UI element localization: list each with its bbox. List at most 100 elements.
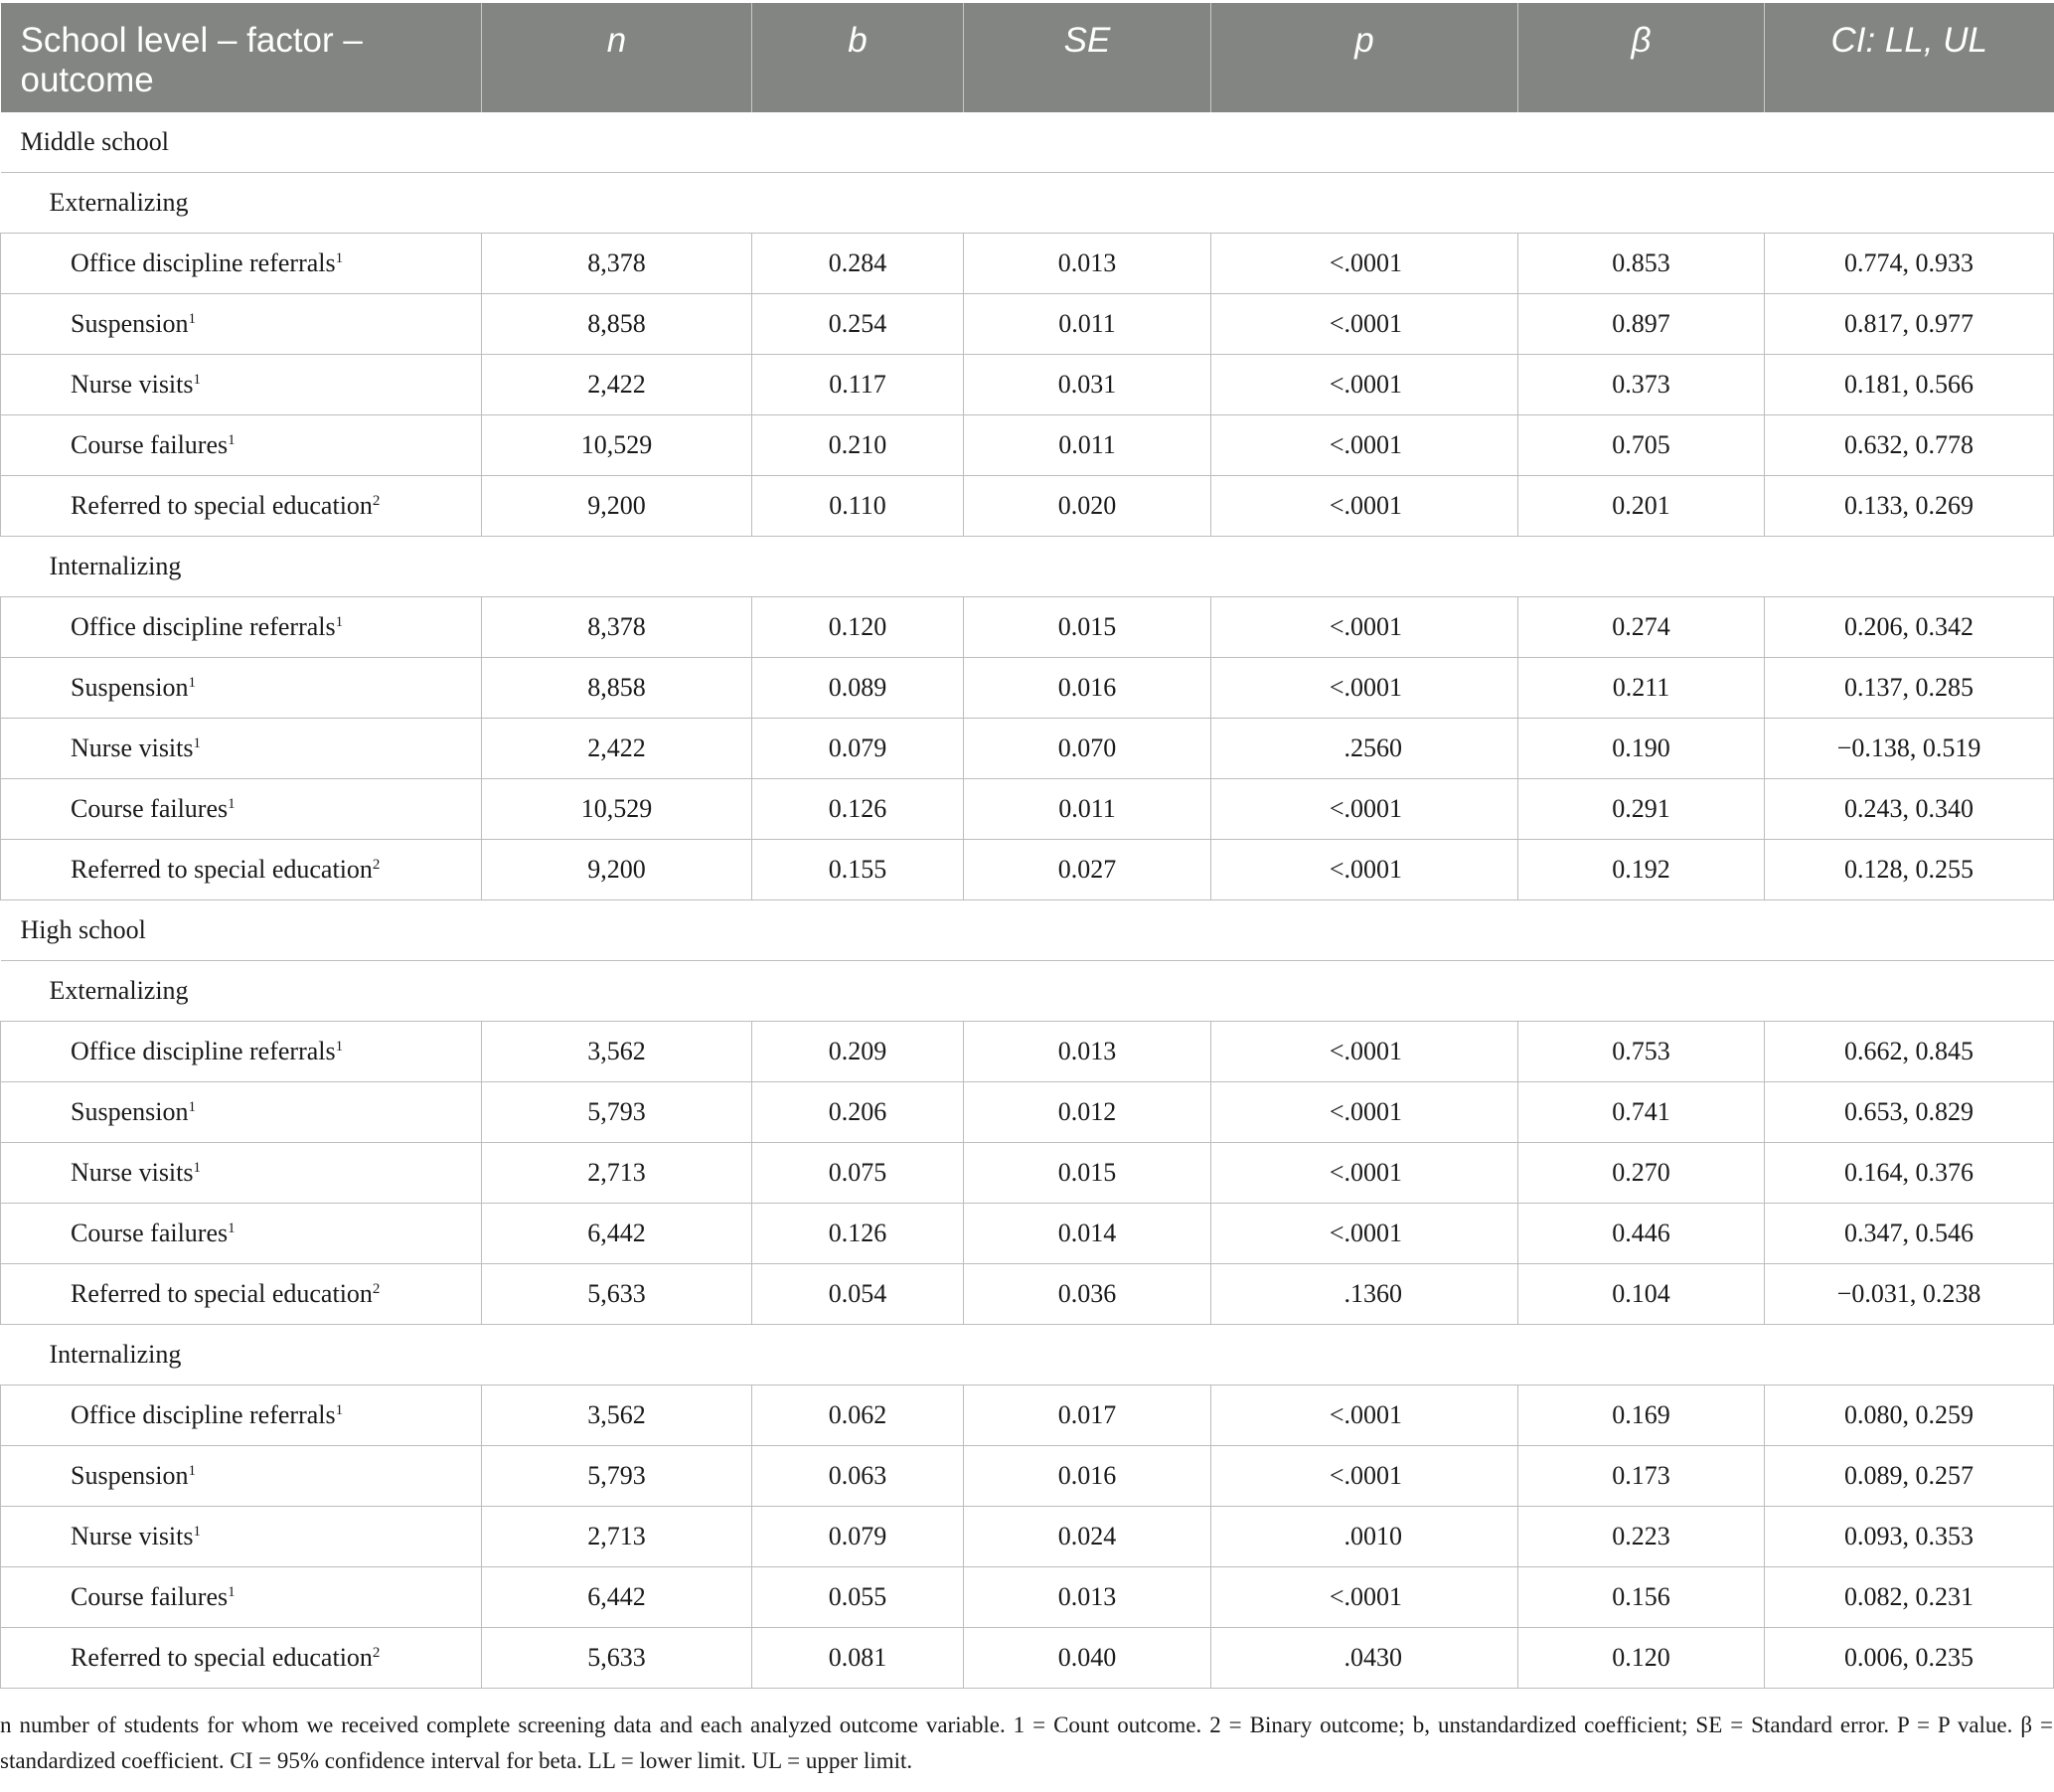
table-row: Office discipline referrals1 8,378 0.284 0.…	[0, 233, 2054, 294]
factor-row: Internalizing	[0, 1324, 2054, 1385]
beta-cell: 0.897	[1517, 293, 1765, 355]
outcome-cell: Office discipline referrals1	[0, 1021, 482, 1082]
table-row: Referred to special education2 5,633 0.081…	[0, 1627, 2054, 1689]
outcome-cell: Office discipline referrals1	[0, 1385, 482, 1446]
n-cell: 8,858	[481, 657, 752, 719]
outcome-type-marker: 1	[228, 432, 236, 448]
se-cell: 0.011	[963, 778, 1211, 840]
se-cell: 0.036	[963, 1263, 1211, 1325]
outcome-label: Office discipline referrals	[71, 612, 336, 641]
table-header: School level – factor – outcome n b SE p…	[0, 3, 2054, 112]
outcome-label: Course failures	[71, 1582, 229, 1611]
outcome-type-marker: 1	[193, 735, 202, 751]
ci-cell: 0.243, 0.340	[1764, 778, 2054, 840]
outcome-label: Suspension	[71, 1097, 189, 1126]
n-cell: 8,378	[481, 596, 752, 658]
ci-cell: 0.080, 0.259	[1764, 1385, 2054, 1446]
header-beta: β	[1517, 3, 1765, 112]
se-cell: 0.016	[963, 1445, 1211, 1507]
p-cell: <.0001	[1210, 1385, 1518, 1446]
header-row: School level – factor – outcome n b SE p…	[0, 3, 2054, 112]
p-cell: <.0001	[1210, 596, 1518, 658]
ci-cell: 0.632, 0.778	[1764, 414, 2054, 476]
ci-cell: 0.653, 0.829	[1764, 1081, 2054, 1143]
outcome-cell: Course failures1	[0, 414, 482, 476]
b-cell: 0.079	[751, 1506, 964, 1567]
b-cell: 0.284	[751, 233, 964, 294]
outcome-label: Course failures	[71, 794, 229, 823]
n-cell: 2,422	[481, 718, 752, 779]
b-cell: 0.209	[751, 1021, 964, 1082]
b-cell: 0.079	[751, 718, 964, 779]
p-cell: <.0001	[1210, 1142, 1518, 1204]
n-cell: 5,633	[481, 1627, 752, 1689]
b-cell: 0.089	[751, 657, 964, 719]
p-cell: <.0001	[1210, 475, 1518, 537]
ci-cell: −0.031, 0.238	[1764, 1263, 2054, 1325]
outcome-cell: Suspension1	[0, 293, 482, 355]
school-level-label: Middle school	[20, 127, 170, 156]
b-cell: 0.075	[751, 1142, 964, 1204]
p-cell: <.0001	[1210, 414, 1518, 476]
table-row: Course failures1 6,442 0.126 0.014 <.0001 0.4…	[0, 1203, 2054, 1264]
outcome-cell: Referred to special education2	[0, 1263, 482, 1325]
se-cell: 0.020	[963, 475, 1211, 537]
table-footnote: n number of students for whom we receive…	[0, 1708, 2053, 1779]
table-row: Suspension1 5,793 0.063 0.016 <.0001 0.173 0.0…	[0, 1445, 2054, 1507]
beta-cell: 0.169	[1517, 1385, 1765, 1446]
table-row: Course failures1 6,442 0.055 0.013 <.0001 0.1…	[0, 1566, 2054, 1628]
outcome-label: Course failures	[71, 1219, 229, 1247]
b-cell: 0.254	[751, 293, 964, 355]
factor-label: Internalizing	[0, 1324, 2054, 1385]
se-cell: 0.014	[963, 1203, 1211, 1264]
beta-cell: 0.173	[1517, 1445, 1765, 1507]
se-cell: 0.015	[963, 596, 1211, 658]
ci-cell: 0.089, 0.257	[1764, 1445, 2054, 1507]
p-cell: .2560	[1210, 718, 1518, 779]
outcome-cell: Nurse visits1	[0, 1142, 482, 1204]
n-cell: 5,793	[481, 1445, 752, 1507]
ci-cell: 0.082, 0.231	[1764, 1566, 2054, 1628]
se-cell: 0.011	[963, 414, 1211, 476]
ci-cell: 0.347, 0.546	[1764, 1203, 2054, 1264]
school-level-row: High school	[0, 899, 2054, 961]
beta-cell: 0.274	[1517, 596, 1765, 658]
p-cell: <.0001	[1210, 293, 1518, 355]
outcome-type-marker: 1	[228, 796, 236, 812]
outcome-label: Nurse visits	[71, 1522, 194, 1550]
ci-cell: 0.181, 0.566	[1764, 354, 2054, 415]
n-cell: 3,562	[481, 1021, 752, 1082]
outcome-cell: Course failures1	[0, 778, 482, 840]
table-row: Office discipline referrals1 8,378 0.120 0.…	[0, 596, 2054, 658]
n-cell: 2,422	[481, 354, 752, 415]
outcome-type-marker: 1	[193, 372, 202, 388]
n-cell: 5,793	[481, 1081, 752, 1143]
table-row: Suspension1 8,858 0.254 0.011 <.0001 0.897 0.8…	[0, 293, 2054, 355]
ci-cell: 0.128, 0.255	[1764, 839, 2054, 900]
beta-cell: 0.853	[1517, 233, 1765, 294]
n-cell: 8,858	[481, 293, 752, 355]
p-cell: <.0001	[1210, 354, 1518, 415]
outcome-label: Suspension	[71, 673, 189, 702]
p-cell: <.0001	[1210, 1445, 1518, 1507]
beta-cell: 0.104	[1517, 1263, 1765, 1325]
outcome-cell: Course failures1	[0, 1566, 482, 1628]
ci-cell: 0.006, 0.235	[1764, 1627, 2054, 1689]
outcome-label: Referred to special education	[71, 1643, 373, 1672]
outcome-label: Office discipline referrals	[71, 248, 336, 277]
factor-label: Externalizing	[0, 172, 2054, 234]
table-row: Nurse visits1 2,422 0.079 0.070.2560 0.190 −0…	[0, 718, 2054, 779]
table-row: Office discipline referrals1 3,562 0.062 0.…	[0, 1385, 2054, 1446]
factor-label: Externalizing	[0, 960, 2054, 1022]
ci-cell: 0.662, 0.845	[1764, 1021, 2054, 1082]
results-table: School level – factor – outcome n b SE p…	[0, 3, 2054, 1689]
ci-cell: 0.133, 0.269	[1764, 475, 2054, 537]
outcome-type-marker: 1	[335, 1039, 344, 1055]
factor-row: Internalizing	[0, 536, 2054, 597]
table-row: Nurse visits1 2,713 0.075 0.015 <.0001 0.270 0…	[0, 1142, 2054, 1204]
b-cell: 0.126	[751, 1203, 964, 1264]
p-cell: <.0001	[1210, 1203, 1518, 1264]
beta-cell: 0.211	[1517, 657, 1765, 719]
outcome-label: Referred to special education	[71, 491, 373, 520]
header-n: n	[481, 3, 752, 112]
